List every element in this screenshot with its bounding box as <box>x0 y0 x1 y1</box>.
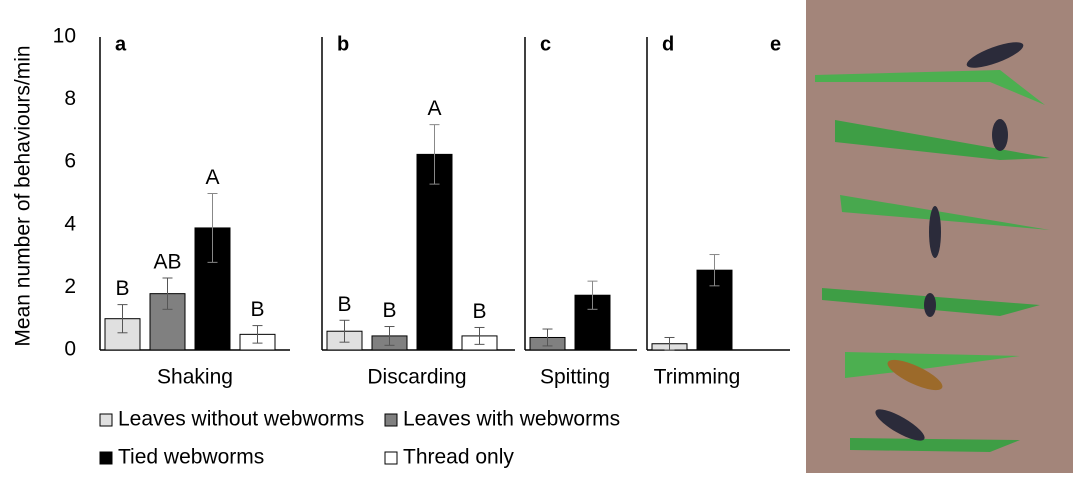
photo: e <box>770 0 1073 473</box>
webworm <box>924 293 936 317</box>
y-tick-label: 2 <box>64 275 76 298</box>
significance-letter: B <box>250 298 264 321</box>
legend-swatch <box>99 451 113 465</box>
y-axis-label: Mean number of behaviours/min <box>12 45 35 346</box>
legend-swatch <box>99 413 113 427</box>
y-tick-label: 6 <box>64 150 76 173</box>
photo-label: e <box>770 33 781 55</box>
legend-label: Thread only <box>403 446 514 469</box>
webworm <box>929 206 941 258</box>
legend-label: Tied webworms <box>118 446 264 469</box>
significance-letter: A <box>427 97 441 120</box>
legend-label: Leaves without webworms <box>118 408 364 431</box>
webworm <box>992 119 1008 151</box>
panel-label: a <box>115 33 127 55</box>
webworm <box>966 42 1024 68</box>
leaf <box>840 195 1050 230</box>
leaf <box>815 70 1045 105</box>
panel-label: c <box>540 33 551 55</box>
legend-swatch <box>384 451 398 465</box>
significance-letter: B <box>472 300 486 323</box>
leaf <box>850 438 1020 452</box>
panel-label: d <box>662 33 674 55</box>
x-category-label: Trimming <box>654 366 741 389</box>
significance-letter: AB <box>153 251 181 274</box>
webworm <box>875 409 925 441</box>
significance-letter: B <box>337 293 351 316</box>
leaf <box>845 352 1020 378</box>
x-category-label: Shaking <box>157 366 233 389</box>
bar <box>104 318 141 351</box>
leaf <box>835 120 1050 160</box>
bar <box>416 153 453 351</box>
y-tick-label: 4 <box>64 212 76 235</box>
significance-letter: A <box>205 166 219 189</box>
significance-letter: B <box>382 299 396 322</box>
y-tick-label: 10 <box>53 25 76 48</box>
y-tick-label: 8 <box>64 87 76 110</box>
panel-label: b <box>337 33 349 55</box>
x-category-label: Discarding <box>367 366 466 389</box>
legend-swatch <box>384 413 398 427</box>
x-category-label: Spitting <box>540 366 610 389</box>
legend-label: Leaves with webworms <box>403 408 620 431</box>
significance-letter: B <box>115 277 129 300</box>
y-tick-label: 0 <box>64 338 76 361</box>
webworm <box>887 359 943 391</box>
